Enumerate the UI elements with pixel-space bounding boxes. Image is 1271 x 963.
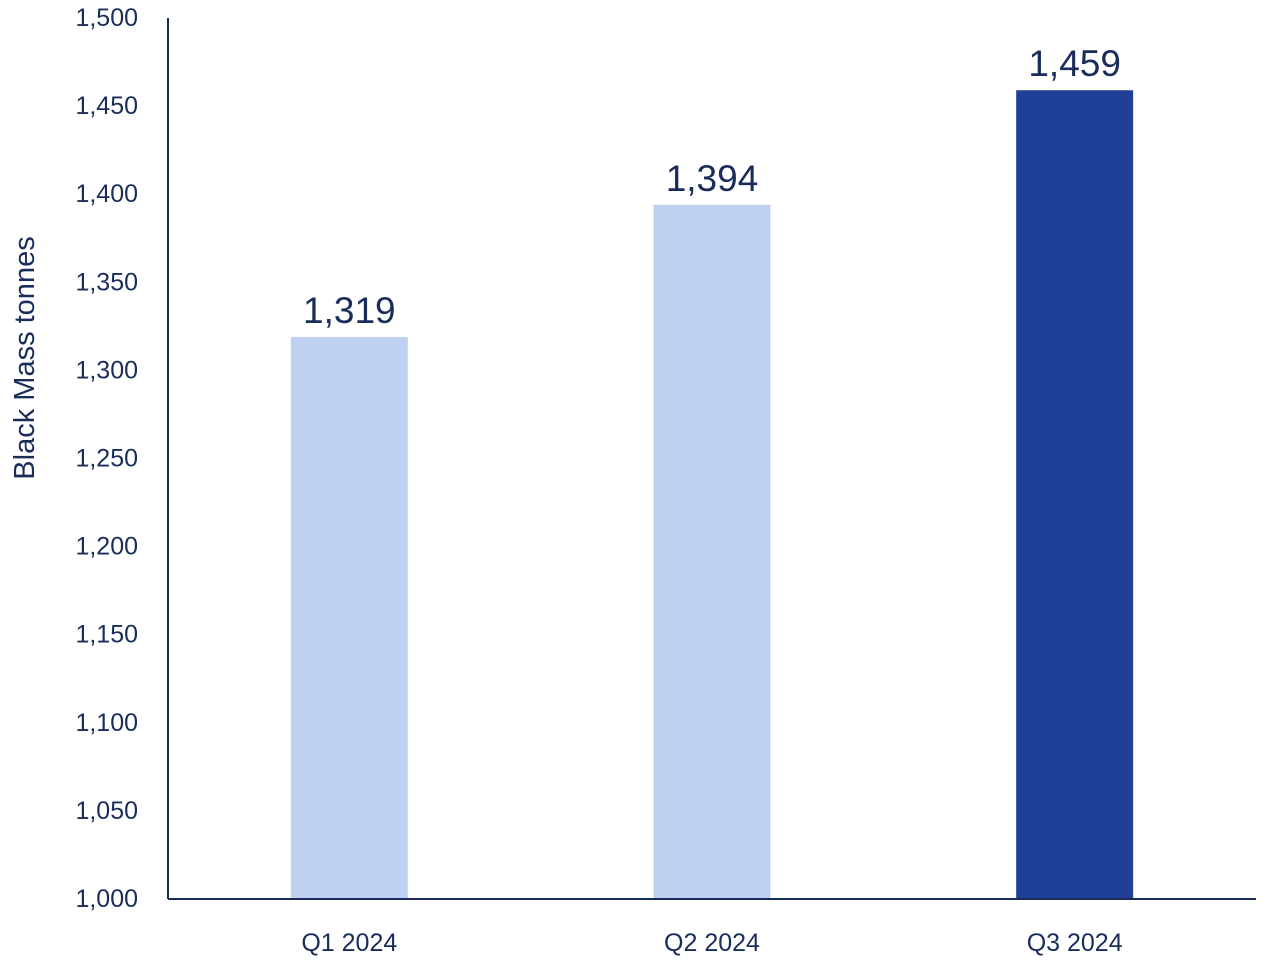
y-tick-label: 1,000 — [75, 885, 138, 913]
y-tick-label: 1,150 — [75, 621, 138, 649]
y-axis-label: Black Mass tonnes — [9, 236, 41, 479]
y-tick-label: 1,100 — [75, 709, 138, 737]
x-tick-label: Q2 2024 — [664, 929, 760, 957]
bar-1 — [290, 336, 408, 899]
y-tick-label: 1,050 — [75, 797, 138, 825]
bars — [290, 90, 1134, 900]
y-axis-ticks: 1,000 1,050 1,100 1,150 1,200 1,250 1,300 1,350… — [75, 4, 138, 913]
y-tick-label: 1,250 — [75, 445, 138, 473]
y-tick-label: 1,500 — [75, 4, 138, 32]
y-tick-label: 1,450 — [75, 92, 138, 120]
y-tick-label: 1,200 — [75, 533, 138, 561]
data-label: 1,319 — [303, 290, 396, 331]
bar-2 — [653, 204, 771, 900]
y-tick-label: 1,300 — [75, 356, 138, 384]
y-tick-label: 1,400 — [75, 180, 138, 208]
y-tick-label: 1,350 — [75, 268, 138, 296]
data-labels: 1,319 1,394 1,459 — [303, 43, 1121, 331]
data-label: 1,459 — [1028, 43, 1121, 84]
x-axis-ticks: Q1 2024 Q2 2024 Q3 2024 — [301, 929, 1122, 957]
x-tick-label: Q3 2024 — [1027, 929, 1123, 957]
bar-3 — [1016, 90, 1134, 899]
x-tick-label: Q1 2024 — [301, 929, 397, 957]
data-label: 1,394 — [666, 158, 759, 199]
